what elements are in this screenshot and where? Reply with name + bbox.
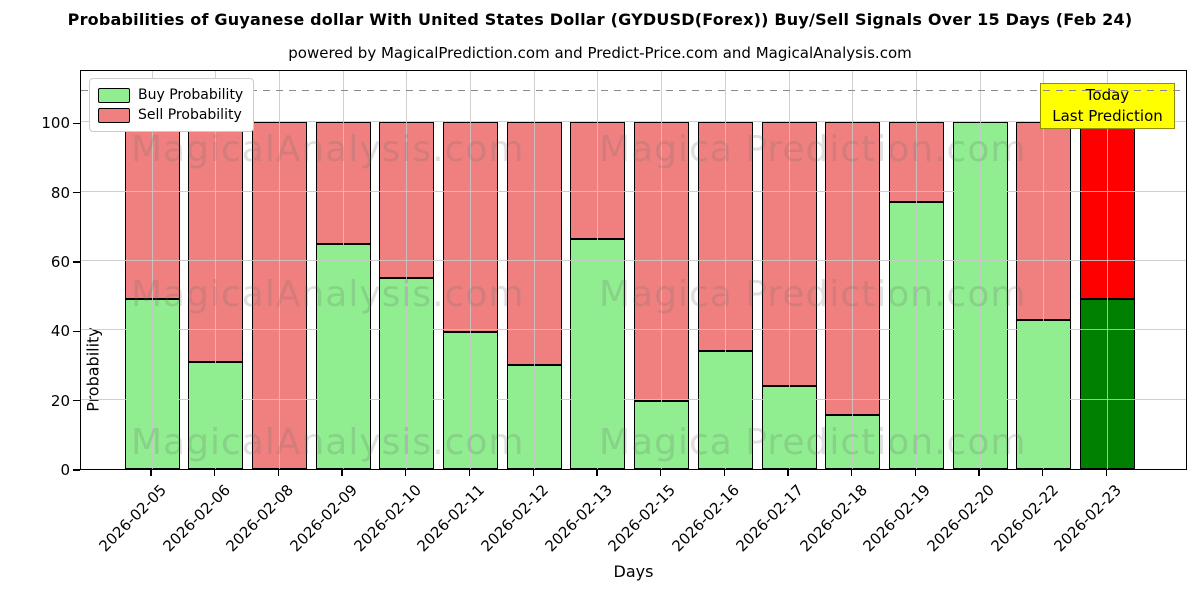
y-tick-mark bbox=[73, 192, 80, 194]
x-tick-label-text: 2026-02-05 bbox=[95, 481, 170, 556]
watermark-text: MagicalAnalysis.com bbox=[131, 422, 525, 463]
x-tick-label-text: 2026-02-15 bbox=[604, 481, 680, 556]
watermark-text: MagicalAnalysis.com bbox=[131, 129, 525, 170]
dashed-threshold-line bbox=[81, 89, 1186, 92]
gridline-vertical bbox=[533, 71, 535, 469]
chart-title: Probabilities of Guyanese dollar With Un… bbox=[67, 10, 1133, 29]
x-tick-mark bbox=[978, 470, 980, 476]
y-tick-label: 100 bbox=[41, 114, 70, 133]
legend-entry-sell: Sell Probability bbox=[98, 105, 243, 125]
legend-entry-buy: Buy Probability bbox=[98, 85, 243, 105]
x-tick-label-text: 2026-02-10 bbox=[350, 481, 425, 556]
today-annotation-line2: Last Prediction bbox=[1052, 107, 1163, 125]
gridline-vertical bbox=[724, 71, 726, 469]
legend-buy-swatch bbox=[98, 87, 130, 103]
x-tick-mark bbox=[1105, 470, 1108, 476]
x-tick-label-text: 2026-02-19 bbox=[859, 481, 935, 556]
x-tick-label-text: 2026-02-13 bbox=[541, 481, 616, 556]
gridline-vertical bbox=[406, 71, 408, 469]
legend-buy-label: Buy Probability bbox=[138, 87, 244, 103]
x-tick-mark bbox=[851, 470, 853, 476]
x-tick-label-text: 2026-02-11 bbox=[413, 481, 489, 556]
x-tick-mark bbox=[532, 470, 534, 476]
gridline-horizontal bbox=[81, 260, 1186, 262]
x-tick-mark bbox=[341, 470, 343, 476]
y-tick-mark bbox=[73, 122, 80, 125]
gridline-horizontal bbox=[81, 329, 1186, 331]
watermark-text: Magica Prediction.com bbox=[599, 129, 1027, 170]
chart-subtitle: powered by MagicalPrediction.com and Pre… bbox=[288, 44, 912, 62]
x-tick-label-text: 2026-02-20 bbox=[923, 481, 998, 556]
y-tick-label: 20 bbox=[50, 391, 70, 410]
x-tick-mark bbox=[150, 470, 152, 476]
legend-sell-label: Sell Probability bbox=[138, 107, 242, 123]
y-tick-label: 80 bbox=[50, 183, 70, 202]
x-tick-mark bbox=[787, 470, 789, 476]
gridline-vertical bbox=[1107, 71, 1108, 469]
y-tick-label: 0 bbox=[60, 461, 70, 479]
x-tick-label-text: 2026-02-17 bbox=[732, 481, 807, 556]
x-tick-mark bbox=[405, 470, 407, 476]
watermark-text: Magica Prediction.com bbox=[599, 274, 1027, 315]
legend: Buy Probability Sell Probability bbox=[89, 78, 255, 132]
gridline-horizontal bbox=[81, 190, 1186, 192]
x-tick-label-text: 2026-02-12 bbox=[477, 481, 552, 556]
gridline-vertical bbox=[979, 71, 981, 469]
gridline-horizontal bbox=[81, 121, 1186, 123]
y-tick-mark bbox=[73, 261, 80, 263]
x-axis-title: Days bbox=[613, 562, 654, 581]
y-tick-mark bbox=[73, 469, 80, 471]
gridline-horizontal bbox=[81, 398, 1186, 400]
plot-area: MagicalAnalysis.com Magica Prediction.com… bbox=[80, 70, 1187, 470]
x-tick-label-text: 2026-02-18 bbox=[796, 481, 871, 556]
watermark-text: Magica Prediction.com bbox=[599, 422, 1027, 463]
x-tick-mark bbox=[914, 470, 917, 476]
x-tick-mark bbox=[659, 470, 662, 476]
y-tick-mark bbox=[73, 399, 80, 402]
gridline-vertical bbox=[915, 71, 917, 469]
gridline-vertical bbox=[852, 71, 854, 469]
legend-sell-swatch bbox=[98, 107, 130, 123]
gridline-vertical bbox=[342, 71, 344, 469]
x-tick-mark bbox=[596, 470, 598, 476]
x-tick-label-text: 2026-02-09 bbox=[286, 481, 361, 556]
gridline-vertical bbox=[151, 71, 153, 469]
x-tick-label-text: 2026-02-06 bbox=[159, 481, 234, 556]
x-tick-label-text: 2026-02-16 bbox=[668, 481, 744, 556]
x-tick-mark bbox=[277, 470, 280, 476]
x-tick-mark bbox=[468, 470, 471, 476]
gridline-vertical bbox=[1043, 71, 1045, 469]
gridline-vertical bbox=[215, 71, 217, 469]
y-tick-label: 60 bbox=[50, 253, 70, 272]
y-axis-title: Probability bbox=[83, 327, 103, 412]
watermark-text: MagicalAnalysis.com bbox=[131, 274, 525, 315]
x-tick-label-text: 2026-02-08 bbox=[222, 481, 298, 556]
gridline-vertical bbox=[788, 71, 790, 469]
y-tick-mark bbox=[73, 330, 80, 333]
gridline-vertical bbox=[470, 71, 471, 469]
x-tick-mark bbox=[1042, 470, 1044, 476]
x-tick-label-text: 2026-02-22 bbox=[987, 481, 1062, 556]
x-tick-mark bbox=[723, 470, 725, 476]
today-annotation-line1: Today bbox=[1085, 86, 1130, 104]
x-tick-label-text: 2026-02-23 bbox=[1050, 481, 1126, 556]
gridline-vertical bbox=[597, 71, 599, 469]
y-tick-label: 40 bbox=[50, 322, 70, 341]
gridline-vertical bbox=[661, 71, 663, 469]
x-tick-mark bbox=[214, 470, 216, 476]
gridline-vertical bbox=[278, 71, 280, 469]
